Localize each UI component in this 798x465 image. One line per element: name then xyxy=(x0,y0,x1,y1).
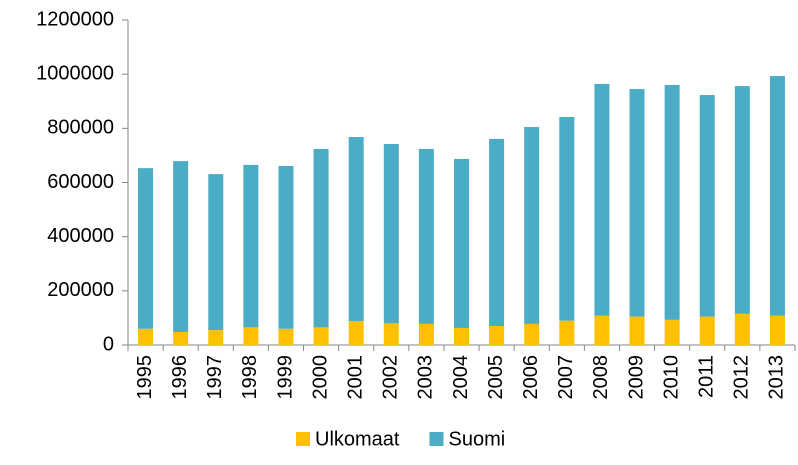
y-tick-label: 0 xyxy=(103,333,114,355)
legend-label: Ulkomaat xyxy=(315,428,400,450)
bar xyxy=(208,330,224,345)
x-tick-label: 2004 xyxy=(450,355,472,400)
bar xyxy=(348,137,364,322)
legend-label: Suomi xyxy=(448,428,505,450)
bar xyxy=(348,321,364,345)
x-tick-label: 2002 xyxy=(380,355,402,400)
x-tick-label: 2011 xyxy=(696,355,718,398)
bar xyxy=(769,315,785,345)
x-tick-label: 2000 xyxy=(309,355,331,400)
x-tick-label: 2008 xyxy=(590,355,612,400)
bar xyxy=(594,315,610,345)
x-tick-label: 1997 xyxy=(204,355,226,400)
x-tick-label: 2005 xyxy=(485,355,507,400)
y-tick-label: 1200000 xyxy=(36,8,114,30)
bar xyxy=(594,83,610,316)
x-tick-label: 2009 xyxy=(625,355,647,400)
bar xyxy=(664,85,680,320)
bar xyxy=(664,319,680,345)
bar xyxy=(559,116,575,321)
legend-swatch xyxy=(429,432,444,446)
x-tick-label: 2001 xyxy=(344,355,366,400)
x-tick-label: 2006 xyxy=(520,355,542,400)
bar xyxy=(489,138,505,327)
bar xyxy=(138,328,154,345)
bar xyxy=(524,323,540,345)
bar xyxy=(313,148,329,328)
bar xyxy=(769,76,785,316)
bar xyxy=(173,161,189,332)
x-tick-label: 1999 xyxy=(274,355,296,400)
bar xyxy=(138,168,154,329)
bar xyxy=(454,327,469,345)
bar xyxy=(383,144,399,324)
x-tick-label: 1996 xyxy=(169,355,191,400)
bar xyxy=(524,126,540,324)
bar xyxy=(278,328,294,345)
y-tick-label: 200000 xyxy=(47,279,114,301)
bar xyxy=(208,174,224,331)
bar xyxy=(243,164,259,328)
legend-swatch xyxy=(296,432,310,446)
y-tick-label: 1000000 xyxy=(36,62,114,84)
y-tick-label: 600000 xyxy=(47,171,114,193)
bar xyxy=(629,316,645,345)
bar xyxy=(418,148,434,324)
x-tick-label: 2013 xyxy=(766,355,788,400)
x-tick-label: 2010 xyxy=(660,355,682,400)
bar xyxy=(629,89,645,317)
bar xyxy=(313,327,329,345)
x-tick-label: 2012 xyxy=(731,355,753,400)
bar xyxy=(454,158,469,328)
bar xyxy=(278,165,294,329)
x-tick-label: 2007 xyxy=(555,355,577,400)
bar xyxy=(383,323,399,345)
bar xyxy=(489,326,505,345)
y-tick-label: 800000 xyxy=(47,117,114,139)
x-tick-label: 2003 xyxy=(415,355,437,400)
bar xyxy=(418,323,434,345)
bar xyxy=(699,95,715,317)
bar xyxy=(734,313,750,345)
y-tick-label: 400000 xyxy=(47,225,114,247)
bar xyxy=(699,316,715,345)
bar xyxy=(559,320,575,345)
bar xyxy=(173,332,189,345)
x-tick-label: 1995 xyxy=(134,355,156,400)
bar xyxy=(734,86,750,314)
bar xyxy=(243,327,259,345)
x-tick-label: 1998 xyxy=(239,355,261,400)
